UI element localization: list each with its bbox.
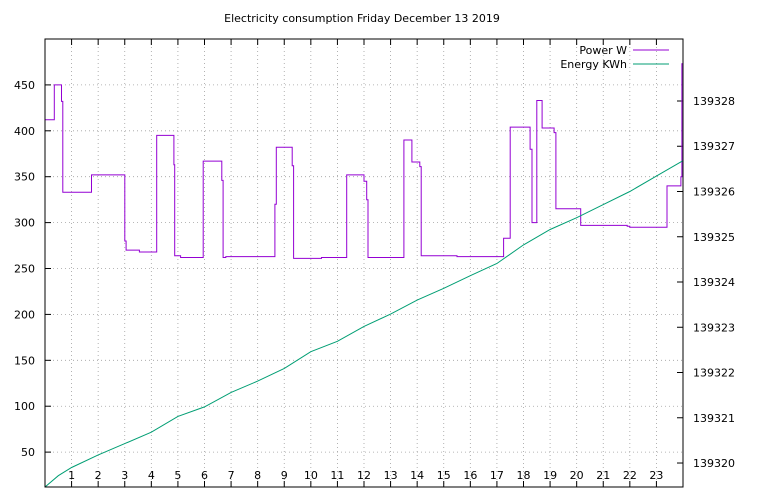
y2-tick-label: 139323 bbox=[693, 321, 735, 334]
x-tick-label: 3 bbox=[121, 469, 128, 482]
x-tick-label: 1 bbox=[68, 469, 75, 482]
y-tick-label: 200 bbox=[14, 308, 35, 321]
series-energy-kwh-line bbox=[44, 160, 684, 488]
y2-tick-label: 139328 bbox=[693, 95, 735, 108]
y2-tick-label: 139322 bbox=[693, 367, 735, 380]
y2-axis: 139320 139321 139322 139323 139324 139325 1393… bbox=[677, 95, 735, 470]
x-tick-label: 11 bbox=[330, 469, 344, 482]
x-tick-label: 10 bbox=[304, 469, 318, 482]
x-tick-label: 2 bbox=[95, 469, 102, 482]
y2-tick-label: 139327 bbox=[693, 140, 735, 153]
y-tick-label: 100 bbox=[14, 400, 35, 413]
y-tick-label: 400 bbox=[14, 125, 35, 138]
x-tick-label: 18 bbox=[517, 469, 531, 482]
x-tick-label: 8 bbox=[254, 469, 261, 482]
y-tick-label: 250 bbox=[14, 263, 35, 276]
x-tick-label: 17 bbox=[490, 469, 504, 482]
y-tick-label: 350 bbox=[14, 171, 35, 184]
y-tick-label: 150 bbox=[14, 354, 35, 367]
plot-frame bbox=[44, 38, 684, 488]
y-tick-label: 450 bbox=[14, 79, 35, 92]
legend-label: Energy KWh bbox=[560, 58, 627, 71]
y-tick-label: 300 bbox=[14, 217, 35, 230]
x-tick-label: 13 bbox=[384, 469, 398, 482]
x-tick-label: 4 bbox=[148, 469, 155, 482]
x-tick-label: 20 bbox=[570, 469, 584, 482]
x-tick-label: 9 bbox=[281, 469, 288, 482]
y2-tick-label: 139324 bbox=[693, 276, 735, 289]
x-tick-label: 15 bbox=[437, 469, 451, 482]
x-tick-label: 12 bbox=[357, 469, 371, 482]
x-tick-label: 16 bbox=[463, 469, 477, 482]
x-axis: 1 2 3 4 5 6 7 8 9 10 11 12 13 14 15 16 17 18 19 20 21 22 23 bbox=[68, 39, 663, 487]
x-tick-label: 23 bbox=[649, 469, 663, 482]
legend-label: Power W bbox=[579, 44, 627, 57]
x-tick-label: 21 bbox=[596, 469, 610, 482]
x-tick-label: 5 bbox=[174, 469, 181, 482]
y-tick-label: 50 bbox=[21, 446, 35, 459]
chart-title: Electricity consumption Friday December … bbox=[224, 12, 500, 25]
y2-tick-label: 139325 bbox=[693, 231, 735, 244]
y2-tick-label: 139326 bbox=[693, 186, 735, 199]
x-tick-label: 22 bbox=[623, 469, 637, 482]
x-tick-label: 7 bbox=[228, 469, 235, 482]
series-layer bbox=[44, 63, 684, 488]
x-tick-label: 6 bbox=[201, 469, 208, 482]
series-power-w-line bbox=[45, 63, 683, 259]
x-tick-label: 14 bbox=[410, 469, 424, 482]
y2-tick-label: 139321 bbox=[693, 412, 735, 425]
y-axis: 50 100 150 200 250 300 350 400 450 bbox=[14, 79, 51, 459]
x-tick-label: 19 bbox=[543, 469, 557, 482]
grid bbox=[45, 39, 683, 487]
y2-tick-label: 139320 bbox=[693, 457, 735, 470]
